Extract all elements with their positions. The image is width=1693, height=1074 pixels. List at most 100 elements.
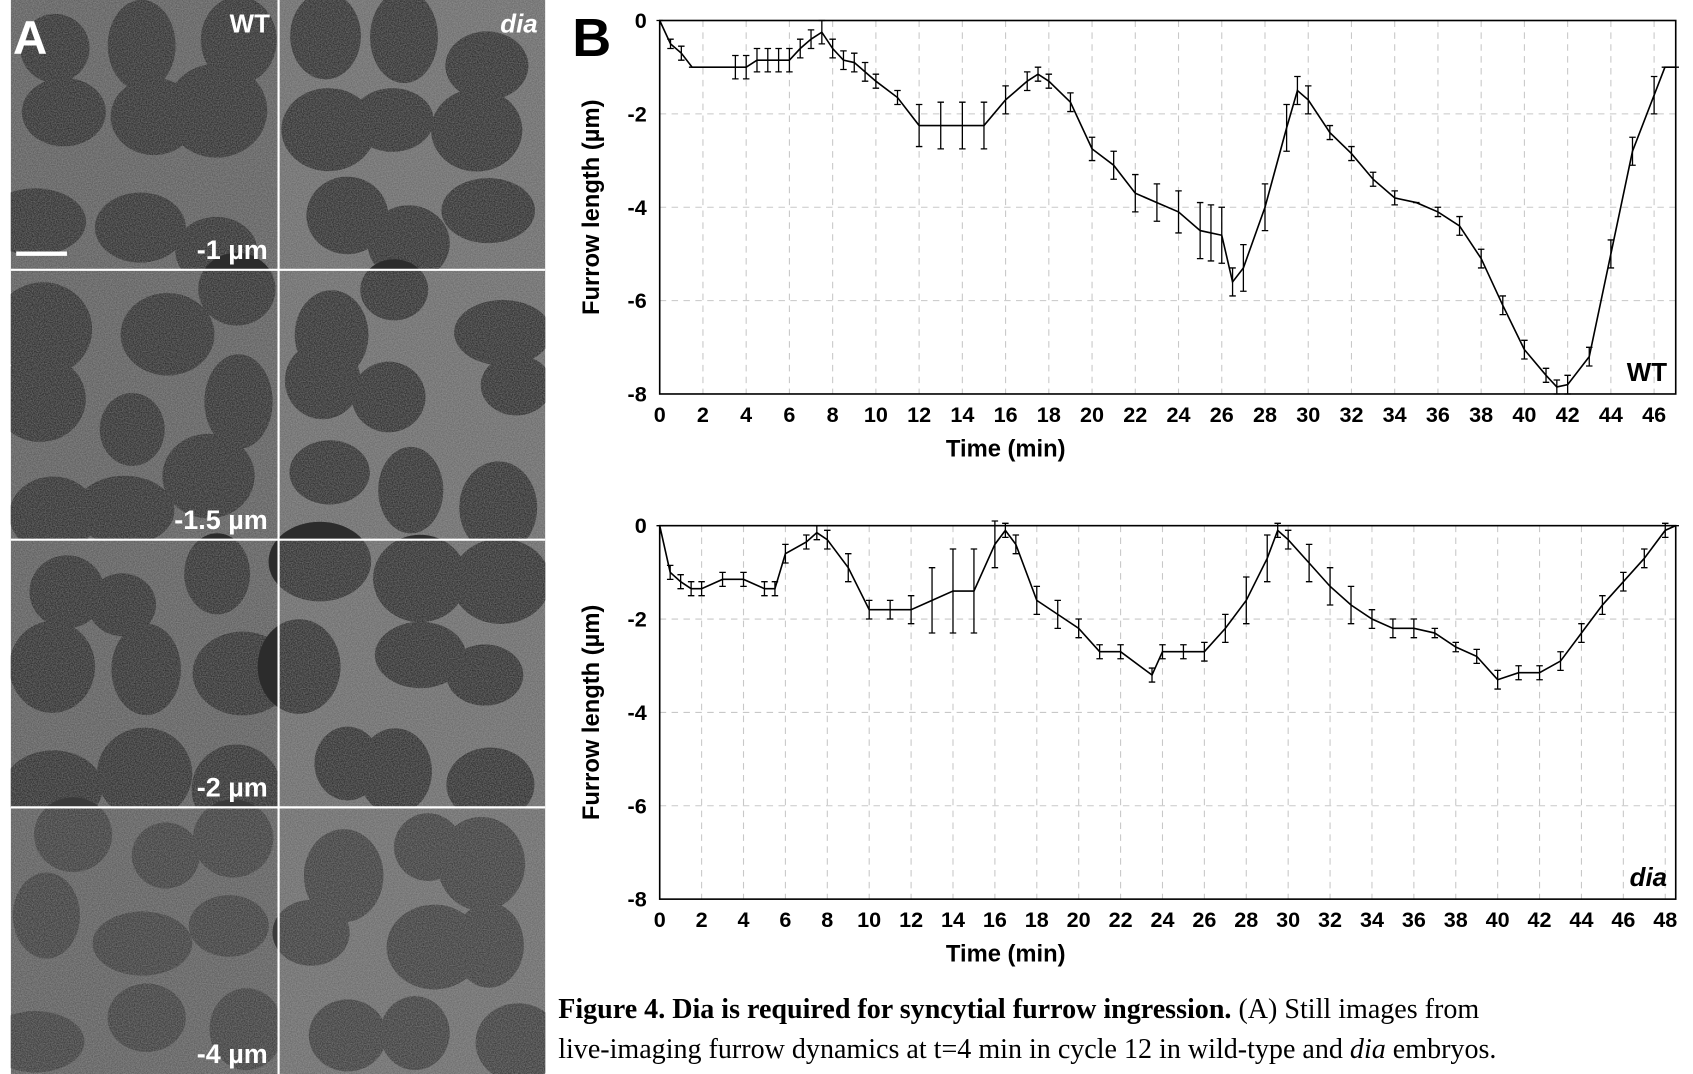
error-bar: [1304, 85, 1312, 115]
x-tick-label: 18: [1025, 907, 1049, 932]
x-tick-label: 12: [907, 402, 931, 427]
error-bar: [907, 595, 915, 625]
x-axis-label: Time (min): [946, 941, 1066, 968]
x-tick-label: 28: [1234, 907, 1258, 932]
x-tick-label: 36: [1426, 402, 1450, 427]
x-tick-label: 14: [950, 402, 974, 427]
error-bar: [829, 38, 836, 59]
x-tick-label: 40: [1486, 907, 1510, 932]
error-bar: [677, 574, 684, 590]
error-bar: [1175, 190, 1182, 234]
error-bar: [687, 581, 695, 597]
x-tick-label: 44: [1569, 907, 1593, 932]
x-tick-label: 40: [1512, 402, 1536, 427]
noise: [10, 539, 279, 808]
error-bar: [824, 529, 831, 550]
error-bar: [813, 525, 821, 541]
x-tick-label: 42: [1528, 907, 1552, 932]
x-tick-label: 46: [1611, 907, 1635, 932]
error-bar: [845, 553, 852, 583]
y-tick-label: -8: [628, 887, 647, 912]
error-bar: [861, 61, 869, 82]
error-bar: [1222, 613, 1229, 644]
y-tick-label: -6: [628, 288, 647, 313]
noise: [10, 807, 279, 1074]
x-tick-label: 24: [1150, 907, 1174, 932]
x-tick-label: 38: [1469, 402, 1493, 427]
x-tick-label: 0: [654, 402, 666, 427]
noise: [278, 269, 546, 540]
x-tick-label: 2: [697, 402, 709, 427]
noise: [278, 807, 546, 1074]
depth-label: -1 µm: [197, 235, 268, 265]
error-bar: [1283, 103, 1290, 152]
caption-line: live-imaging furrow dynamics at t=4 min …: [558, 1034, 1496, 1065]
error-bar: [667, 38, 674, 50]
error-bar: [1180, 644, 1187, 660]
error-bar: [851, 52, 858, 73]
error-bar: [840, 50, 847, 71]
x-tick-label: 48: [1653, 907, 1677, 932]
x-tick-label: 8: [827, 402, 839, 427]
error-bar: [1054, 599, 1061, 630]
x-tick-label: 12: [899, 907, 923, 932]
error-bar: [1391, 190, 1398, 206]
x-tick-label: 44: [1599, 402, 1623, 427]
caption-text: embryos.: [1386, 1034, 1497, 1065]
error-bar: [1536, 665, 1543, 681]
x-tick-label: 36: [1402, 907, 1426, 932]
error-bar: [1196, 201, 1204, 260]
error-bar: [1347, 585, 1355, 625]
x-tick-label: 22: [1123, 402, 1147, 427]
x-tick-label: 20: [1080, 402, 1104, 427]
error-bar: [807, 29, 815, 50]
error-bar: [698, 581, 705, 597]
x-tick-label: 32: [1318, 907, 1342, 932]
y-tick-label: -4: [628, 700, 647, 725]
y-tick-label: -6: [628, 793, 647, 818]
error-bar: [1369, 171, 1377, 187]
depth-label: -2 µm: [197, 773, 268, 803]
error-bar: [1662, 522, 1669, 538]
error-bar: [719, 571, 726, 588]
error-bar: [678, 45, 685, 61]
error-bar: [1218, 206, 1225, 264]
error-bar: [803, 534, 810, 550]
x-axis-label: Time (min): [946, 436, 1066, 463]
error-bar: [1629, 136, 1636, 166]
error-bar: [1096, 644, 1103, 660]
error-bar: [1515, 665, 1522, 681]
error-bar: [1410, 618, 1418, 639]
error-bar: [1578, 623, 1585, 644]
error-bar: [1607, 239, 1615, 269]
error-bar: [1002, 522, 1009, 538]
y-tick-label: -4: [628, 195, 647, 220]
y-tick-label: 0: [635, 8, 647, 33]
error-bar: [1557, 651, 1564, 672]
x-tick-label: 10: [864, 402, 888, 427]
error-bar: [666, 564, 674, 580]
error-bar: [782, 543, 789, 564]
error-bar: [740, 571, 747, 588]
x-tick-label: 26: [1192, 907, 1216, 932]
error-bar: [865, 599, 873, 620]
error-bar: [937, 101, 944, 150]
error-bar: [1117, 644, 1124, 660]
error-bar: [1159, 644, 1166, 660]
x-tick-label: 34: [1360, 907, 1384, 932]
plot-frame: [658, 19, 1677, 395]
y-tick-label: -2: [628, 101, 647, 126]
error-bar: [1599, 595, 1606, 616]
error-bar: [1034, 66, 1042, 82]
error-bar: [1620, 571, 1627, 592]
error-bar: [1542, 367, 1550, 383]
x-tick-label: 38: [1444, 907, 1468, 932]
error-bar: [1067, 92, 1074, 113]
column-label: WT: [230, 10, 270, 38]
error-bar: [1023, 71, 1031, 92]
error-bar: [959, 101, 966, 150]
error-bar: [1521, 339, 1528, 360]
error-bar: [764, 47, 772, 73]
x-tick-label: 42: [1556, 402, 1580, 427]
